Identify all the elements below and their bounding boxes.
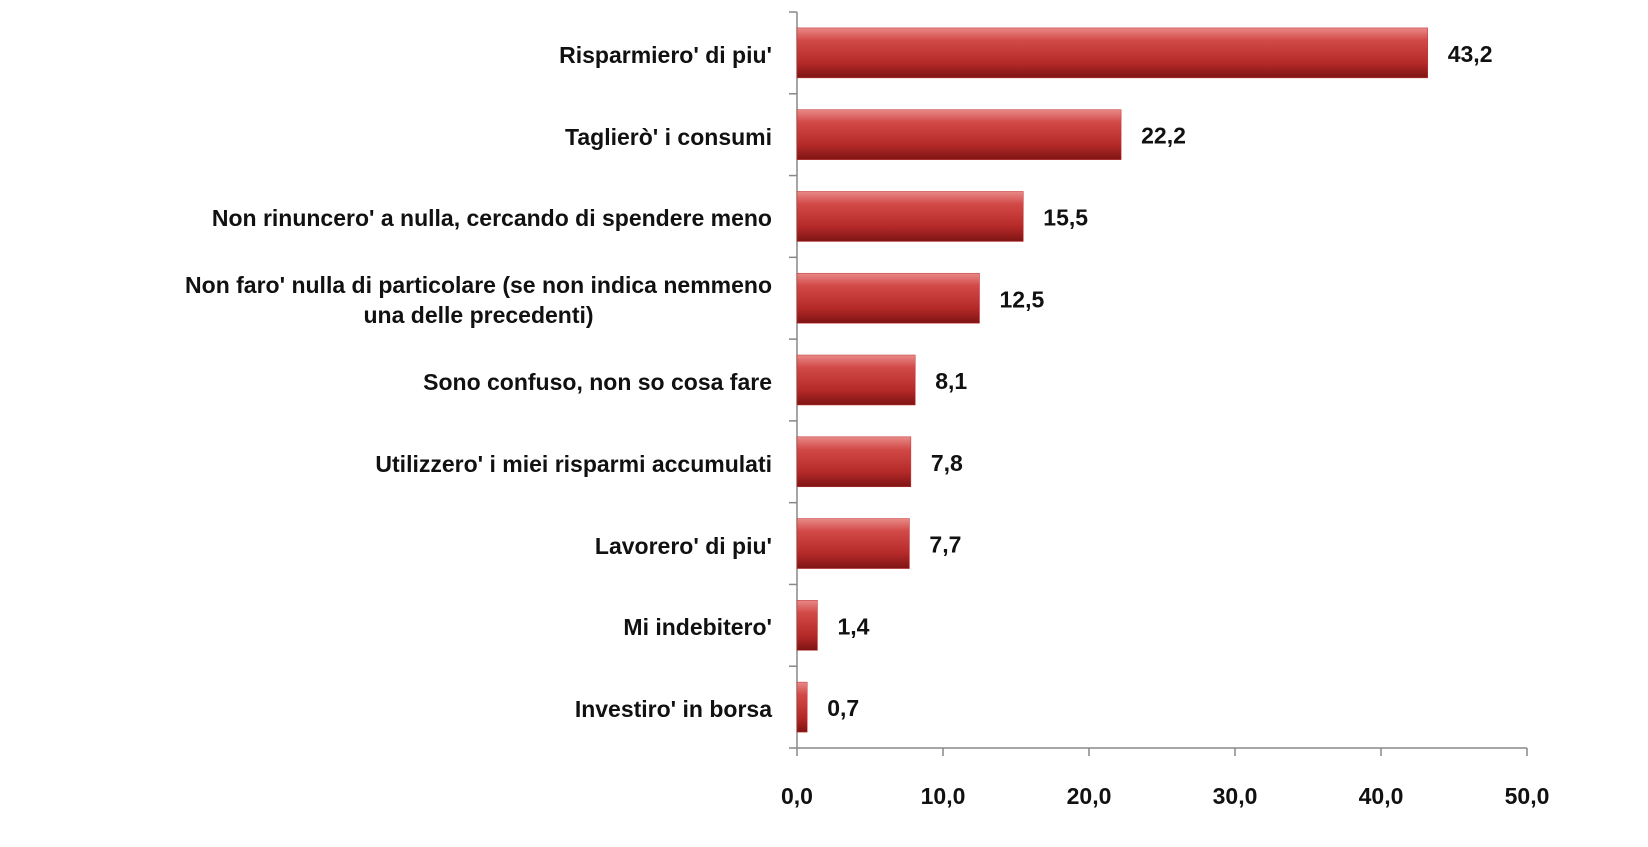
bar — [796, 109, 1122, 160]
value-label: 7,8 — [931, 450, 963, 476]
value-label: 43,2 — [1448, 41, 1493, 67]
x-tick-label: 40,0 — [1359, 783, 1404, 809]
value-label: 15,5 — [1043, 205, 1088, 231]
category-label: Lavorero' di piu' — [594, 532, 772, 559]
bar — [796, 436, 912, 488]
value-label: 22,2 — [1141, 123, 1186, 149]
category-label: Non faro' nulla di particolare (se non i… — [185, 272, 772, 329]
value-label: 1,4 — [837, 613, 869, 639]
category-label: Investiro' in borsa — [574, 696, 772, 723]
bar — [796, 518, 910, 569]
bar — [796, 27, 1428, 79]
bar — [796, 272, 980, 324]
value-label: 7,7 — [929, 532, 961, 558]
bar — [796, 354, 916, 406]
bar — [796, 600, 818, 651]
x-tick-label: 30,0 — [1213, 783, 1258, 809]
value-label: 8,1 — [935, 368, 967, 394]
x-tick-label: 50,0 — [1505, 783, 1550, 809]
bar — [796, 191, 1024, 242]
bar — [796, 681, 808, 733]
category-label: Risparmiero' di piu' — [559, 41, 772, 68]
category-label: Non rinuncero' a nulla, cercando di spen… — [211, 205, 772, 232]
value-label: 0,7 — [827, 695, 859, 721]
category-label: Taglierò' i consumi — [565, 123, 772, 150]
x-tick-label: 0,0 — [781, 783, 813, 809]
category-label: Sono confuso, non so cosa fare — [423, 369, 772, 395]
value-label: 12,5 — [1000, 286, 1045, 312]
category-label: Mi indebitero' — [623, 614, 772, 641]
x-tick-label: 20,0 — [1067, 783, 1112, 809]
category-label: Utilizzero' i miei risparmi accumulati — [375, 450, 772, 477]
x-tick-label: 10,0 — [921, 783, 966, 809]
